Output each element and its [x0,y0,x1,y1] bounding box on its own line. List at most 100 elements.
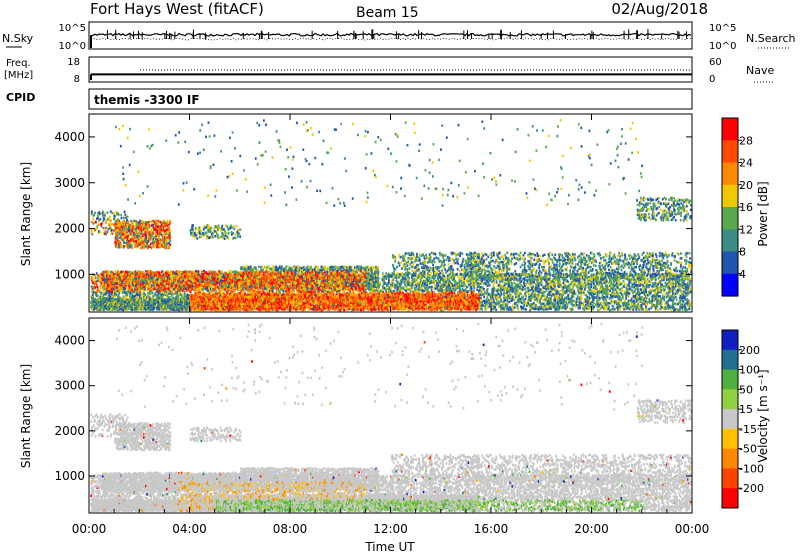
data-cell [245,275,248,278]
data-cell [103,291,105,295]
data-cell [220,275,223,279]
data-cell [176,289,179,293]
data-cell [245,283,248,287]
data-cell [303,284,306,288]
data-cell [120,289,122,292]
data-cell [180,275,182,278]
data-cell [183,296,186,300]
data-cell [331,290,334,293]
data-cell [139,296,142,299]
data-cell [494,305,497,309]
data-cell [126,293,129,296]
data-cell [100,291,103,294]
data-cell [486,288,489,291]
data-cell [520,284,523,287]
data-cell [118,291,121,295]
data-cell [571,308,574,311]
data-cell [246,289,249,293]
data-cell [131,291,134,294]
data-cell [543,294,545,297]
data-cell [481,289,484,293]
data-cell [522,285,524,289]
data-cell [524,288,526,291]
data-cell [178,291,180,295]
data-cell [120,285,122,288]
data-cell [101,296,104,300]
data-cell [108,291,111,294]
data-cell [109,290,112,293]
data-cell [219,288,222,291]
data-cell [109,295,112,299]
data-cell [161,288,164,292]
data-cell [233,280,235,283]
data-cell [458,277,461,280]
data-cell [293,290,295,293]
data-cell [311,291,314,294]
data-cell [580,285,583,288]
data-cell [521,288,524,291]
data-cell [465,289,467,292]
data-cell [186,293,189,297]
data-cell [253,292,256,295]
data-cell [255,290,257,293]
data-cell [392,276,395,279]
data-cell [96,290,98,293]
data-cell [190,284,193,287]
data-cell [108,295,110,298]
data-cell [311,299,314,303]
data-cell [274,272,276,275]
data-cell [532,285,535,288]
data-cell [224,288,226,292]
data-cell [467,290,470,293]
data-cell [466,285,469,289]
data-cell [140,295,143,298]
data-cell [306,304,309,307]
data-cell [345,280,347,283]
data-cell [153,282,156,285]
data-cell [434,287,437,291]
data-cell [125,290,128,294]
data-cell [108,293,111,296]
data-cell [230,289,233,293]
data-cell [347,281,350,284]
data-cell [172,287,174,290]
data-cell [301,272,303,275]
data-cell [517,290,519,294]
data-cell [183,292,186,296]
data-cell [199,291,201,294]
data-cell [516,288,519,292]
data-cell [508,300,511,304]
data-cell [583,293,586,296]
freq-left-tick-top: 18 [67,57,80,68]
data-cell [151,291,154,294]
data-cell [579,304,581,307]
data-cell [454,279,457,283]
data-cell [513,306,516,309]
data-cell [230,291,232,295]
data-cell [176,291,179,294]
data-cell [99,281,102,284]
data-cell [405,287,408,290]
data-cell [226,291,229,295]
data-cell [539,288,542,291]
data-cell [574,281,577,285]
data-cell [379,281,381,285]
data-cell [321,289,324,292]
data-cell [400,289,403,292]
data-cell [92,289,95,293]
data-cell [179,293,182,296]
data-cell [525,283,528,286]
data-cell [304,301,307,305]
data-cell [273,292,276,295]
data-cell [137,302,140,305]
data-cell [294,304,296,308]
data-cell [384,282,387,285]
data-cell [267,289,269,292]
data-cell [157,291,160,295]
data-cell [522,306,525,310]
data-cell [288,275,290,278]
data-cell [483,293,486,296]
data-cell [97,274,99,277]
data-cell [531,303,533,306]
data-cell [164,289,167,293]
